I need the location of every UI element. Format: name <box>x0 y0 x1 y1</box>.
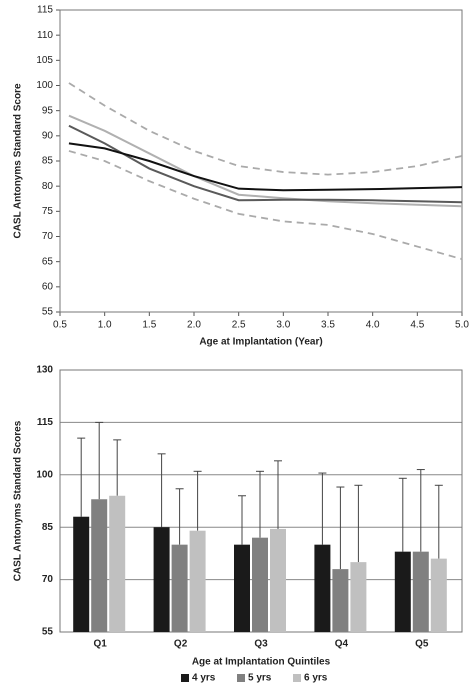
line-series <box>68 124 463 204</box>
bar <box>252 537 268 632</box>
y-tick-label: 65 <box>42 256 54 267</box>
y-tick-label: 85 <box>42 522 54 533</box>
line-series <box>68 82 463 176</box>
x-tick-label: 2.5 <box>232 320 246 331</box>
y-tick-label: 100 <box>36 80 53 91</box>
y-tick-label: 90 <box>42 130 54 141</box>
y-tick-label: 60 <box>42 281 54 292</box>
y-tick-label: 115 <box>37 417 54 428</box>
y-tick-label: 105 <box>36 55 53 66</box>
x-tick-label: Q5 <box>415 639 429 650</box>
x-tick-label: 1.0 <box>98 320 112 331</box>
bar <box>153 527 170 632</box>
x-tick-label: Q1 <box>94 639 108 650</box>
y-tick-label: 130 <box>36 365 53 376</box>
bar <box>314 544 331 632</box>
x-tick-label: Q2 <box>174 639 188 650</box>
plot-frame <box>59 9 463 313</box>
x-tick-label: 2.0 <box>187 320 201 331</box>
legend-label: 6 yrs <box>304 673 328 684</box>
x-tick-label: 1.5 <box>142 320 156 331</box>
x-tick-label: 4.0 <box>366 320 380 331</box>
bar <box>394 551 411 632</box>
y-tick-label: 85 <box>42 156 54 167</box>
bar <box>171 544 188 632</box>
y-tick-label: 55 <box>42 627 54 638</box>
x-tick-label: 4.5 <box>410 320 424 331</box>
x-tick-label: Q3 <box>254 639 268 650</box>
y-tick-label: 115 <box>37 5 53 16</box>
x-tick-label: 5.0 <box>455 320 469 331</box>
y-tick-label: 70 <box>42 231 54 242</box>
x-axis-label: Age at Implantation Quintiles <box>192 657 331 668</box>
bar <box>270 528 286 632</box>
bar <box>189 530 206 632</box>
y-axis-label: CASL Antonyms Standard Scores <box>13 420 24 581</box>
y-tick-label: 110 <box>37 30 53 41</box>
legend-label: 5 yrs <box>248 673 272 684</box>
y-tick-label: 100 <box>36 469 53 480</box>
legend-swatch <box>237 674 245 682</box>
bar <box>73 516 90 632</box>
x-tick-label: 3.0 <box>276 320 290 331</box>
line-series <box>68 150 463 261</box>
bar <box>91 499 108 632</box>
x-tick-label: 0.5 <box>53 320 67 331</box>
line-series <box>68 142 463 192</box>
x-tick-label: Q4 <box>335 639 349 650</box>
legend-swatch <box>293 674 301 682</box>
bar <box>412 551 429 632</box>
y-tick-label: 70 <box>42 574 54 585</box>
y-axis-label: CASL Antonyms Standard Score <box>13 83 24 238</box>
line-series <box>68 114 463 208</box>
y-tick-label: 55 <box>42 307 54 318</box>
x-axis-label: Age at Implantation (Year) <box>199 337 322 348</box>
y-tick-label: 95 <box>42 105 54 116</box>
y-tick-label: 75 <box>42 206 54 217</box>
legend-label: 4 yrs <box>192 673 216 684</box>
y-tick-label: 80 <box>42 181 54 192</box>
legend-swatch <box>181 674 189 682</box>
x-tick-label: 3.5 <box>321 320 335 331</box>
bar <box>350 562 367 632</box>
bar <box>109 495 126 632</box>
bar <box>234 544 250 632</box>
bar <box>332 569 349 632</box>
bar <box>430 558 447 632</box>
